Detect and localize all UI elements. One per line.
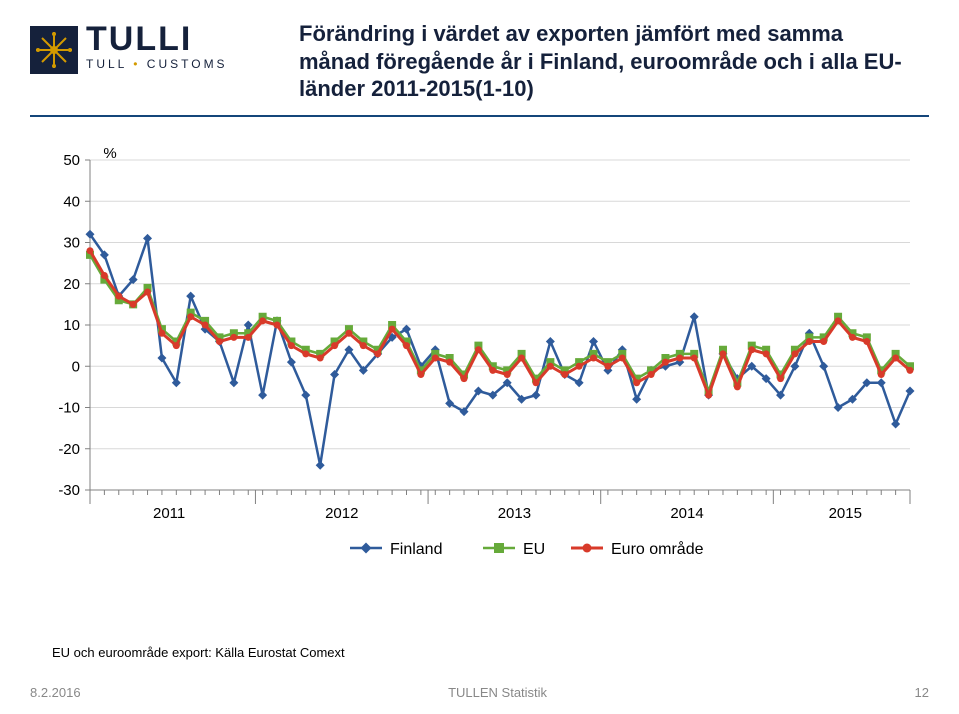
brand-sub-left: TULL [86,57,127,71]
source-note: EU och euroområde export: Källa Eurostat… [52,645,345,660]
svg-text:2013: 2013 [498,505,531,522]
svg-text:2015: 2015 [829,505,862,522]
header-rule [30,115,929,117]
svg-text:0: 0 [72,358,80,375]
svg-text:-10: -10 [58,400,80,417]
page-title: Förändring i värdet av exporten jämfört … [299,20,919,103]
svg-text:2014: 2014 [670,505,703,522]
footer-date: 8.2.2016 [30,685,81,700]
svg-text:Finland: Finland [390,541,442,558]
page: TULLI TULL • CUSTOMS Förändring i värdet… [0,0,959,714]
line-chart: -30 -20 -10 0 10 20 30 40 50 2011 2012 2013 2014 2015… [30,140,930,590]
svg-text:10: 10 [63,317,80,334]
brand-dot: • [127,57,147,71]
svg-text:%: % [103,145,116,162]
svg-text:30: 30 [63,235,80,252]
footer: 8.2.2016 TULLEN Statistik 12 [30,685,929,700]
footer-center: TULLEN Statistik [448,685,547,700]
chart-container: -30 -20 -10 0 10 20 30 40 50 2011 2012 2013 2014 2015… [30,140,930,590]
svg-text:2011: 2011 [153,505,185,522]
svg-text:2012: 2012 [325,505,358,522]
brand-main: TULLI [86,20,228,59]
svg-text:40: 40 [63,193,80,210]
tulli-logo [30,26,78,74]
svg-text:-30: -30 [58,482,80,499]
svg-text:50: 50 [63,152,80,169]
brand-block: TULLI TULL • CUSTOMS [86,20,228,71]
header: TULLI TULL • CUSTOMS Förändring i värdet… [30,20,929,110]
svg-text:-20: -20 [58,441,80,458]
brand-sub-right: CUSTOMS [147,57,228,71]
brand-sub: TULL • CUSTOMS [86,57,228,71]
svg-text:EU: EU [523,541,545,558]
footer-page: 12 [915,685,929,700]
svg-text:Euro område: Euro område [611,540,704,558]
svg-text:20: 20 [63,276,80,293]
